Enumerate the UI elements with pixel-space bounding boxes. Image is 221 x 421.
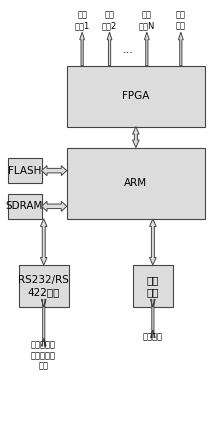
Polygon shape — [42, 165, 67, 176]
Text: 移相
控制N: 移相 控制N — [139, 11, 155, 30]
Text: 网络
通信: 网络 通信 — [147, 275, 159, 297]
Bar — [67, 66, 205, 127]
Polygon shape — [178, 32, 183, 66]
Polygon shape — [80, 32, 85, 66]
Polygon shape — [133, 127, 139, 147]
Text: 移相
控制2: 移相 控制2 — [102, 11, 117, 30]
Text: FLASH: FLASH — [8, 165, 41, 176]
Polygon shape — [144, 32, 149, 66]
Polygon shape — [40, 219, 47, 265]
Bar — [67, 147, 205, 219]
Text: RS232/RS
422接口: RS232/RS 422接口 — [18, 275, 69, 297]
Polygon shape — [150, 219, 156, 265]
Text: FPGA: FPGA — [122, 91, 150, 101]
Text: 系统位置、
方向和速度
信息: 系统位置、 方向和速度 信息 — [31, 341, 56, 370]
Text: ARM: ARM — [124, 178, 147, 188]
Polygon shape — [41, 299, 46, 346]
Text: 功率
控制: 功率 控制 — [176, 11, 186, 30]
Polygon shape — [42, 201, 67, 211]
Text: SDRAM: SDRAM — [6, 201, 43, 211]
Polygon shape — [151, 299, 155, 338]
Bar — [8, 158, 42, 183]
Polygon shape — [107, 32, 112, 66]
Bar — [133, 265, 173, 307]
Text: ···: ··· — [123, 48, 134, 58]
Bar — [8, 194, 42, 219]
Text: 目标信息: 目标信息 — [143, 332, 163, 341]
Bar — [19, 265, 69, 307]
Text: 移相
控制1: 移相 控制1 — [74, 11, 90, 30]
